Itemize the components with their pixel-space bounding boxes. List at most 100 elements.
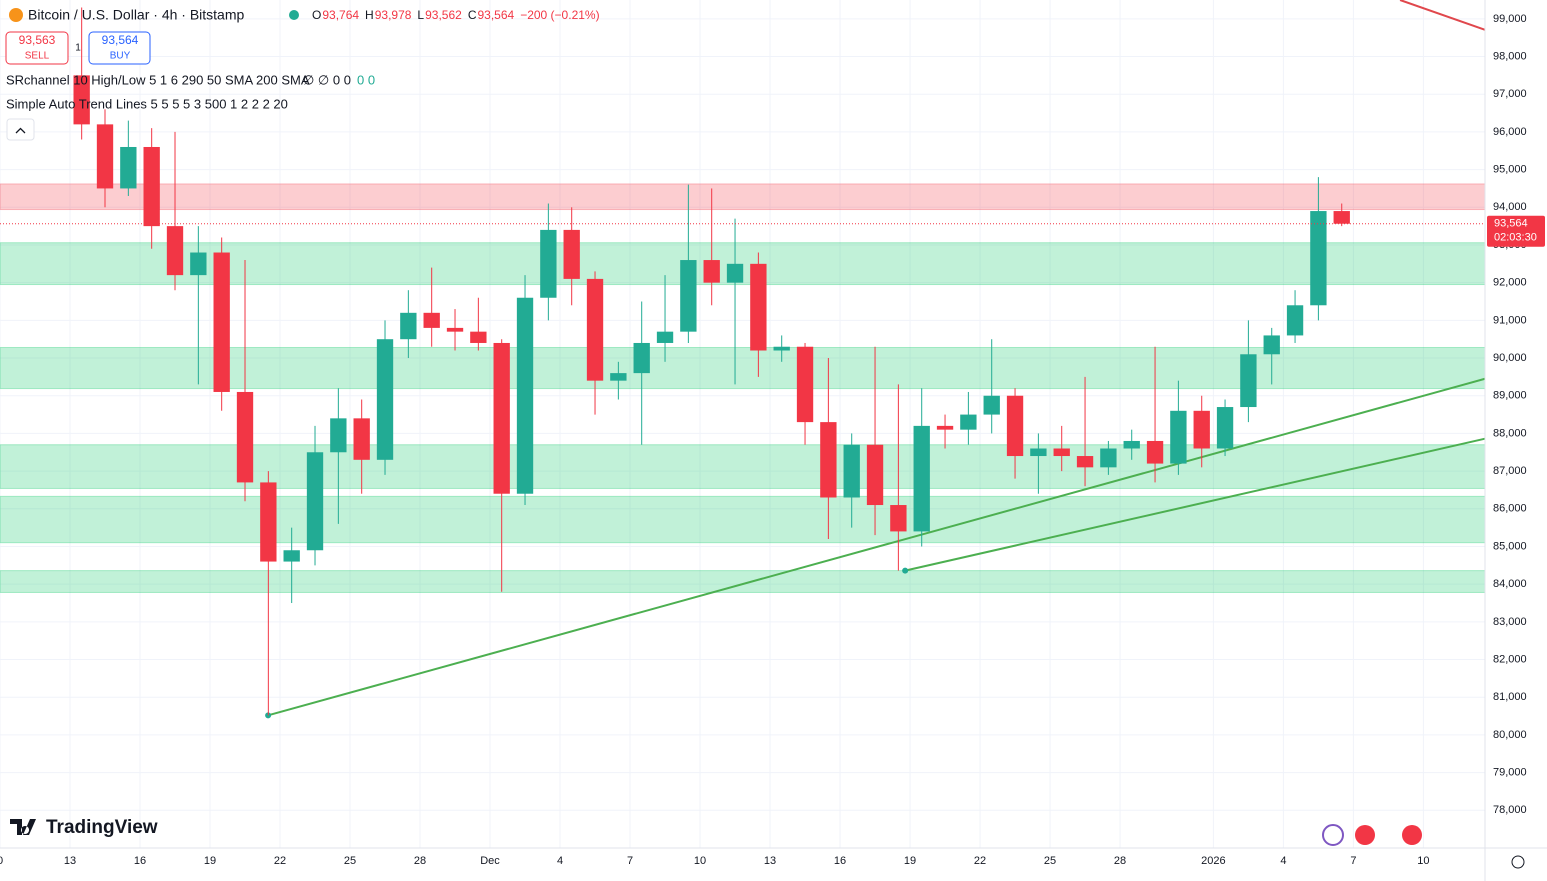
candle-body [1053,448,1070,457]
candle-body [376,339,394,460]
candle-body [423,312,440,328]
trend-lines [265,0,1486,719]
trend-line [904,437,1486,572]
trend-line [267,377,1486,717]
candle-body [656,331,674,343]
candle-body [890,505,907,532]
y-tick-label: 92,000 [1493,277,1527,289]
candle-body [1216,407,1234,449]
candle-body [1076,456,1094,468]
candle-body [330,418,347,453]
last-price-box [1487,215,1545,247]
y-tick-label: 98,000 [1493,50,1527,62]
ohlc-value: 93,562 [425,8,462,22]
candle-body [213,252,230,392]
candle-body [96,124,114,189]
us-event-icon[interactable] [1402,825,1422,845]
x-tick-label: 28 [414,855,426,867]
ohlc-value: 93,564 [477,8,514,22]
logo-icon [10,819,36,835]
spread: 1 [75,43,81,54]
x-tick-label: 19 [904,855,916,867]
candle-body [843,444,860,498]
logo: TradingView [46,817,158,838]
us-event-icon[interactable] [1355,825,1375,845]
sr-zone [0,444,1486,489]
candle-body [120,146,137,189]
y-tick-label: 95,000 [1493,164,1527,176]
candle-body [446,327,464,332]
settings-icon[interactable] [1511,855,1525,869]
candle-body [983,395,1000,415]
x-tick-label: Dec [480,855,500,867]
candle-body [400,312,417,340]
trend-anchor [902,567,909,574]
x-tick-label: 22 [974,855,986,867]
candle-body [353,418,370,460]
candle-body [283,550,300,562]
y-tick-label: 96,000 [1493,126,1527,138]
buy-price: 93,564 [102,33,139,47]
buy-label: BUY [110,51,131,62]
x-tick-label: 13 [764,855,776,867]
candle-body [750,263,767,351]
ohlc-value: 93,764 [322,8,359,22]
x-tick-label: 7 [1350,855,1356,867]
x-tick-label: 16 [134,855,146,867]
y-tick-label: 90,000 [1493,352,1527,364]
ohlc-key: C [468,8,477,22]
indicator-2: Simple Auto Trend Lines 5 5 5 5 3 500 1 … [6,96,288,111]
candle-body [1170,410,1187,464]
candle-body [936,425,954,430]
candle-body [1240,354,1257,408]
candle-body [913,425,930,532]
ohlc-key: O [312,8,321,22]
y-tick-label: 91,000 [1493,314,1527,326]
y-tick-label: 85,000 [1493,540,1527,552]
candle-body [820,422,837,498]
sell-price: 93,563 [19,33,56,47]
candle-body [1310,211,1327,306]
buy-button[interactable] [88,31,151,65]
change: −200 (−0.21%) [520,8,599,22]
sell-button[interactable] [5,31,69,65]
candle-body [166,226,184,276]
candle-body [703,260,720,283]
countdown: 02:03:30 [1494,232,1537,244]
candle-body [563,229,580,279]
y-tick-label: 94,000 [1493,201,1527,213]
y-tick-label: 89,000 [1493,390,1527,402]
candle-body [516,297,534,494]
events-icon[interactable] [1322,824,1344,846]
ohlc-key: H [365,8,374,22]
candle-body [470,331,487,343]
ohlc-value: 93,978 [375,8,412,22]
candle-body [586,278,604,381]
candle-body [306,452,324,551]
y-tick-label: 78,000 [1493,804,1527,816]
ohlc-key: L [417,8,424,22]
x-tick-label: 13 [64,855,76,867]
candle-body [73,75,90,125]
x-tick-label: 16 [834,855,846,867]
y-tick-label: 97,000 [1493,88,1527,100]
x-tick-label: 25 [1044,855,1056,867]
candle-body [633,342,650,374]
candles [0,7,1485,716]
collapse-button[interactable] [6,118,35,141]
y-tick-label: 80,000 [1493,729,1527,741]
candle-body [1263,335,1280,355]
trend-line [1399,0,1486,31]
x-tick-label: 28 [1114,855,1126,867]
symbol: Bitcoin / U.S. Dollar · 4h · Bitstamp [28,7,245,23]
last-price-label: 93,564 [1494,218,1528,230]
coin-icon [9,8,23,22]
candle-body [796,346,814,423]
candle-body [960,414,977,430]
candle-body [1146,440,1164,464]
candle-body [866,444,884,506]
collapse-icon [15,127,26,134]
y-tick-label: 83,000 [1493,616,1527,628]
